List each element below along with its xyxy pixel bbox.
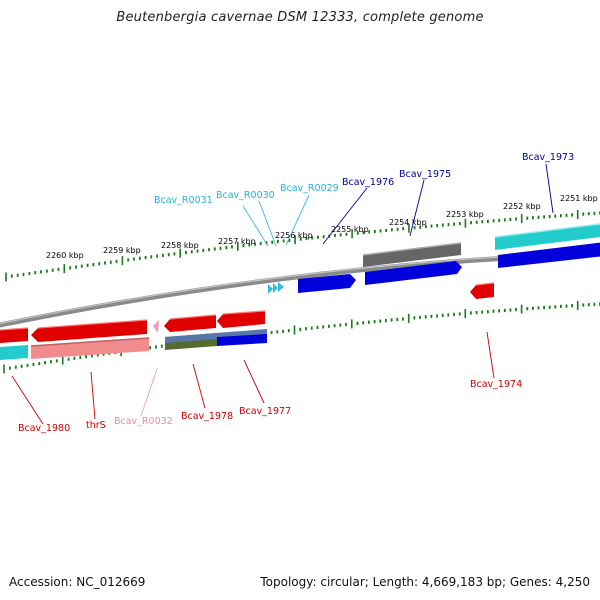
kbp-label: 2254 kbp: [389, 218, 427, 227]
gene-label-bcav-r0029[interactable]: Bcav_R0029: [280, 183, 339, 194]
kbp-label: 2260 kbp: [46, 251, 84, 260]
cds-feature-bcav-1974[interactable]: [470, 283, 494, 299]
trna-feature-bcav-r0031[interactable]: [268, 284, 273, 294]
gene-label-thrs[interactable]: thrS: [86, 420, 106, 431]
label-leader-lines: [11, 163, 554, 425]
reverse-feature-track: [0, 282, 495, 343]
rna-feature-bcav-r0032[interactable]: [153, 320, 159, 333]
cds-feature-bcav-1978[interactable]: [164, 315, 216, 332]
cds-feature-bcav-1977[interactable]: [217, 311, 265, 328]
cog-block-bcav-1975[interactable]: [363, 243, 461, 267]
cds-feature-bcav-1976[interactable]: [298, 274, 356, 293]
trna-feature-bcav-r0029[interactable]: [278, 282, 284, 292]
gene-label-bcav-1976[interactable]: Bcav_1976: [342, 177, 394, 188]
kbp-label: 2259 kbp: [103, 246, 141, 255]
kbp-scale-labels: 2260 kbp 2259 kbp 2258 kbp 2257 kbp 2256…: [46, 194, 598, 260]
gene-label-bcav-1978[interactable]: Bcav_1978: [181, 411, 233, 422]
forward-cog-track: [362, 223, 600, 267]
gene-label-bcav-1977[interactable]: Bcav_1977: [239, 406, 291, 417]
kbp-label: 2257 kbp: [218, 237, 256, 246]
cog-block-bcav-1977[interactable]: [217, 334, 267, 346]
trna-feature-bcav-r0030[interactable]: [273, 283, 278, 293]
cds-feature-bcav-1980[interactable]: [0, 328, 28, 343]
kbp-label: 2251 kbp: [560, 194, 598, 203]
gene-label-bcav-1973[interactable]: Bcav_1973: [522, 152, 574, 163]
kbp-label: 2256 kbp: [275, 231, 313, 240]
accession-text: Accession: NC_012669: [9, 575, 146, 589]
reverse-cog-track: [0, 329, 267, 360]
kbp-label: 2253 kbp: [446, 210, 484, 219]
cog-block-thrs[interactable]: [31, 338, 149, 359]
cog-block-bcav-1973[interactable]: [495, 224, 600, 250]
topology-text: Topology: circular; Length: 4,669,183 bp…: [260, 575, 590, 589]
cds-feature-thrs[interactable]: [31, 320, 147, 342]
forward-feature-track: [268, 242, 600, 294]
cog-block-bcav-1980[interactable]: [0, 345, 28, 360]
gene-label-bcav-r0032[interactable]: Bcav_R0032: [114, 416, 173, 427]
map-title: Beutenbergia cavernae DSM 12333, complet…: [116, 10, 484, 25]
gene-label-bcav-1975[interactable]: Bcav_1975: [399, 169, 451, 180]
kbp-label: 2258 kbp: [161, 241, 199, 250]
cds-feature-bcav-1975[interactable]: [365, 261, 462, 285]
kbp-label: 2252 kbp: [503, 202, 541, 211]
gene-label-bcav-r0030[interactable]: Bcav_R0030: [216, 190, 275, 201]
gene-label-bcav-1980[interactable]: Bcav_1980: [18, 423, 70, 434]
cog-block-bcav-1978-alt[interactable]: [165, 329, 267, 343]
gene-label-bcav-1974[interactable]: Bcav_1974: [470, 379, 522, 390]
gene-labels: Bcav_R0031 Bcav_R0030 Bcav_R0029 Bcav_19…: [18, 152, 574, 434]
cds-feature-bcav-1973[interactable]: [498, 242, 600, 268]
gene-label-bcav-r0031[interactable]: Bcav_R0031: [154, 195, 213, 206]
kbp-label: 2255 kbp: [331, 225, 369, 234]
